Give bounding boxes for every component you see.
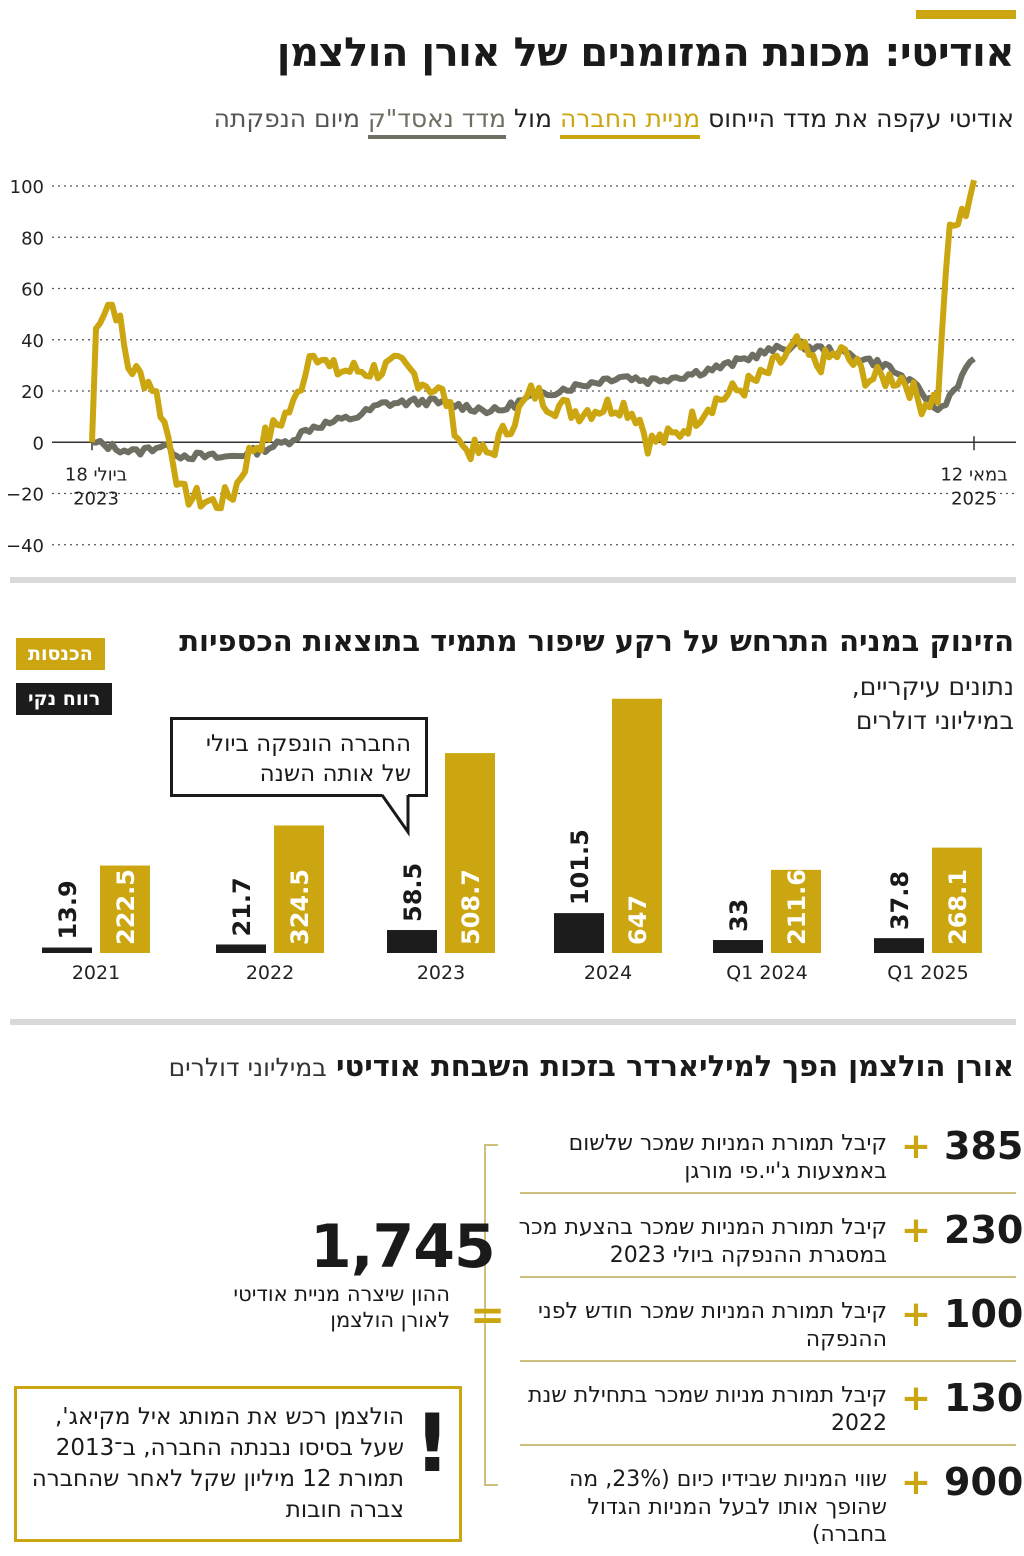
exclamation-icon: ! [414, 1397, 451, 1490]
category-label: Q1 2025 [887, 962, 968, 984]
note-box [14, 1386, 462, 1542]
plus-icon: + [900, 1378, 932, 1419]
plus-icon: + [900, 1294, 932, 1335]
ipo-callout: החברה הונפקה ביולי של אותה השנה [170, 717, 428, 797]
y-tick-label: 20 [21, 382, 44, 403]
category-label: Q1 2024 [726, 962, 807, 984]
revenue-bar [445, 753, 495, 953]
net-profit-bar [554, 913, 604, 953]
wealth-title-unit: במיליוני דולרים [168, 1053, 327, 1082]
y-tick-label: 40 [21, 331, 44, 352]
revenue-bar [932, 847, 982, 953]
x-tick-label: 18 ביולי [65, 464, 127, 485]
subtitle-text: אודיטי עקפה את מדד הייחוס [708, 104, 1014, 133]
callout-pointer [380, 794, 410, 837]
wealth-title: אורן הולצמן הפך למיליארדר בזכות השבחת או… [169, 1049, 1014, 1083]
row-divider [520, 1444, 1016, 1446]
category-label: 2022 [246, 962, 294, 984]
bar-chart-subtitle-1: נתונים עיקריים, [851, 672, 1014, 701]
equals-sign: = [470, 1290, 506, 1339]
stock-line [89, 179, 977, 512]
wealth-title-bold: אורן הולצמן הפך למיליארדר בזכות השבחת או… [335, 1049, 1014, 1083]
legend-revenue: הכנסות [16, 638, 105, 670]
category-label: 2021 [72, 962, 120, 984]
subtitle-vs: מול [513, 104, 552, 133]
revenue-label: 647 [624, 895, 652, 945]
y-tick-label: −40 [6, 536, 44, 557]
x-tick-label: 2023 [73, 488, 119, 509]
sum-bracket [484, 1144, 498, 1486]
bar-chart-title: הזינוק במניה התרחש על רקע שיפור מתמיד בת… [179, 624, 1014, 658]
bar-chart: 222.5 13.9 2021 324.5 21.7 2022 508.7 58.5 2023 6… [42, 698, 982, 984]
note-text: הולצמן רכש את המותג איל מקיאג', שעל בסיס… [31, 1404, 404, 1524]
x-tick-label: 2025 [951, 488, 997, 509]
net-profit-label: 33 [725, 899, 753, 932]
plus-icon: + [900, 1462, 932, 1503]
subtitle-end: מיום הנפקתה [213, 104, 360, 133]
y-tick-label: 0 [33, 433, 44, 454]
net-profit-bar [713, 940, 763, 953]
revenue-label: 508.7 [457, 869, 485, 945]
callout-line-1: החברה הונפקה ביולי [205, 731, 411, 757]
row-value: 100 [944, 1292, 1024, 1336]
net-profit-label: 101.5 [566, 829, 594, 905]
revenue-bar [274, 825, 324, 953]
row-value: 230 [944, 1208, 1024, 1252]
row-divider [520, 1360, 1016, 1362]
net-profit-bar [874, 938, 924, 953]
category-label: 2023 [417, 962, 465, 984]
revenue-label: 324.5 [286, 869, 314, 945]
net-profit-label: 37.8 [886, 871, 914, 930]
callout-line-2: של אותה השנה [259, 760, 411, 787]
revenue-bar [100, 865, 150, 953]
net-profit-bar [42, 947, 92, 953]
revenue-label: 211.6 [783, 869, 811, 945]
header-accent-bar [916, 10, 1016, 19]
plus-icon: + [900, 1210, 932, 1251]
row-value: 130 [944, 1376, 1024, 1420]
section-divider [10, 1019, 1016, 1025]
row-divider [520, 1192, 1016, 1194]
net-profit-label: 13.9 [54, 880, 82, 939]
row-text: קיבל תמורת המניות שמכר בהצעת מכר במסגרת … [518, 1215, 887, 1268]
bar-chart-subtitle-2: במיליוני דולרים [855, 706, 1014, 735]
y-tick-label: 100 [10, 177, 44, 198]
legend-nasdaq: מדד נאסד"ק [367, 104, 507, 139]
revenue-bar [612, 698, 662, 953]
revenue-bar [771, 869, 821, 953]
y-tick-label: 80 [21, 228, 44, 249]
chart-subtitle: אודיטי עקפה את מדד הייחוס מניית החברה מו… [213, 104, 1014, 139]
page-title: אודיטי: מכונת המזומנים של אורן הולצמן [276, 30, 1015, 76]
net-profit-label: 58.5 [399, 863, 427, 922]
y-tick-label: −20 [6, 485, 44, 506]
y-tick-label: 60 [21, 280, 44, 301]
revenue-label: 222.5 [112, 869, 140, 945]
plus-icon: + [900, 1126, 932, 1167]
row-text: קיבל תמורת המניות שמכר חודש לפני ההנפקה [537, 1299, 887, 1352]
total-value: 1,745 [310, 1212, 496, 1282]
section-divider [10, 577, 1016, 583]
revenue-label: 268.1 [944, 869, 972, 945]
row-text: קיבל תמורת המניות שמכר שלשום באמצעות ג'י… [568, 1131, 887, 1184]
category-label: 2024 [584, 962, 632, 984]
net-profit-bar [216, 944, 266, 953]
row-value: 385 [944, 1124, 1024, 1168]
row-divider [520, 1276, 1016, 1278]
total-label: ההון שיצרה מניית אודיטי לאורן הולצמן [233, 1282, 450, 1333]
line-chart: 100 80 60 40 20 0 −20 −40 18 ביולי 2023 12 במאי 202… [6, 177, 1016, 557]
row-text: קיבל תמורת מניות שמכר בתחילת שנת 2022 [528, 1383, 887, 1436]
row-text: שווי המניות שבידיו כיום (23%, מה שהופך א… [568, 1467, 887, 1547]
legend-stock: מניית החברה [559, 104, 701, 139]
net-profit-label: 21.7 [228, 877, 256, 936]
legend-net-profit: רווח נקי [16, 683, 113, 715]
row-value: 900 [944, 1460, 1024, 1504]
x-tick-label: 12 במאי [940, 464, 1007, 485]
net-profit-bar [387, 930, 437, 953]
